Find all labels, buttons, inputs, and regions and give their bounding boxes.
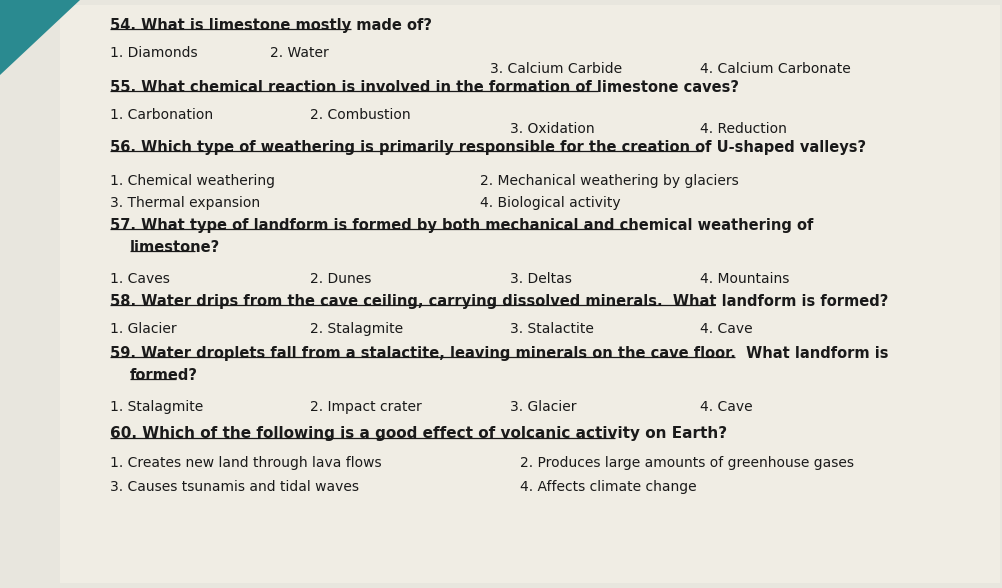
Text: 4. Cave: 4. Cave (700, 322, 753, 336)
Text: 2. Mechanical weathering by glaciers: 2. Mechanical weathering by glaciers (480, 174, 738, 188)
Text: 2. Stalagmite: 2. Stalagmite (310, 322, 403, 336)
Text: 4. Reduction: 4. Reduction (700, 122, 787, 136)
Text: 60. Which of the following is a good effect of volcanic activity on Earth?: 60. Which of the following is a good eff… (110, 426, 727, 441)
Text: 56. Which type of weathering is primarily responsible for the creation of U-shap: 56. Which type of weathering is primaril… (110, 140, 866, 155)
Text: 4. Cave: 4. Cave (700, 400, 753, 414)
Text: 55. What chemical reaction is involved in the formation of limestone caves?: 55. What chemical reaction is involved i… (110, 80, 739, 95)
Text: 54. What is limestone mostly made of?: 54. What is limestone mostly made of? (110, 18, 432, 33)
Text: formed?: formed? (130, 368, 198, 383)
Text: 4. Mountains: 4. Mountains (700, 272, 790, 286)
Text: 1. Diamonds: 1. Diamonds (110, 46, 197, 60)
FancyBboxPatch shape (60, 5, 1000, 583)
Text: 4. Affects climate change: 4. Affects climate change (520, 480, 696, 494)
Text: 59. Water droplets fall from a stalactite, leaving minerals on the cave floor.  : 59. Water droplets fall from a stalactit… (110, 346, 889, 361)
Text: 4. Biological activity: 4. Biological activity (480, 196, 620, 210)
Text: 3. Causes tsunamis and tidal waves: 3. Causes tsunamis and tidal waves (110, 480, 359, 494)
Text: 57. What type of landform is formed by both mechanical and chemical weathering o: 57. What type of landform is formed by b… (110, 218, 814, 233)
Text: 2. Produces large amounts of greenhouse gases: 2. Produces large amounts of greenhouse … (520, 456, 854, 470)
Text: 1. Chemical weathering: 1. Chemical weathering (110, 174, 275, 188)
Text: 2. Combustion: 2. Combustion (310, 108, 411, 122)
Text: 3. Glacier: 3. Glacier (510, 400, 576, 414)
Polygon shape (0, 0, 80, 75)
Text: 2. Impact crater: 2. Impact crater (310, 400, 422, 414)
Text: 3. Deltas: 3. Deltas (510, 272, 572, 286)
Text: 1. Caves: 1. Caves (110, 272, 170, 286)
Text: 1. Stalagmite: 1. Stalagmite (110, 400, 203, 414)
Text: 3. Oxidation: 3. Oxidation (510, 122, 594, 136)
Text: 1. Carbonation: 1. Carbonation (110, 108, 213, 122)
Text: 2. Dunes: 2. Dunes (310, 272, 372, 286)
Text: 3. Stalactite: 3. Stalactite (510, 322, 594, 336)
Text: 1. Creates new land through lava flows: 1. Creates new land through lava flows (110, 456, 382, 470)
Text: 4. Calcium Carbonate: 4. Calcium Carbonate (700, 62, 851, 76)
Text: 3. Calcium Carbide: 3. Calcium Carbide (490, 62, 622, 76)
Text: 58. Water drips from the cave ceiling, carrying dissolved minerals.  What landfo: 58. Water drips from the cave ceiling, c… (110, 294, 889, 309)
Text: 2. Water: 2. Water (270, 46, 329, 60)
Text: 3. Thermal expansion: 3. Thermal expansion (110, 196, 261, 210)
Text: 1. Glacier: 1. Glacier (110, 322, 176, 336)
Text: limestone?: limestone? (130, 240, 220, 255)
